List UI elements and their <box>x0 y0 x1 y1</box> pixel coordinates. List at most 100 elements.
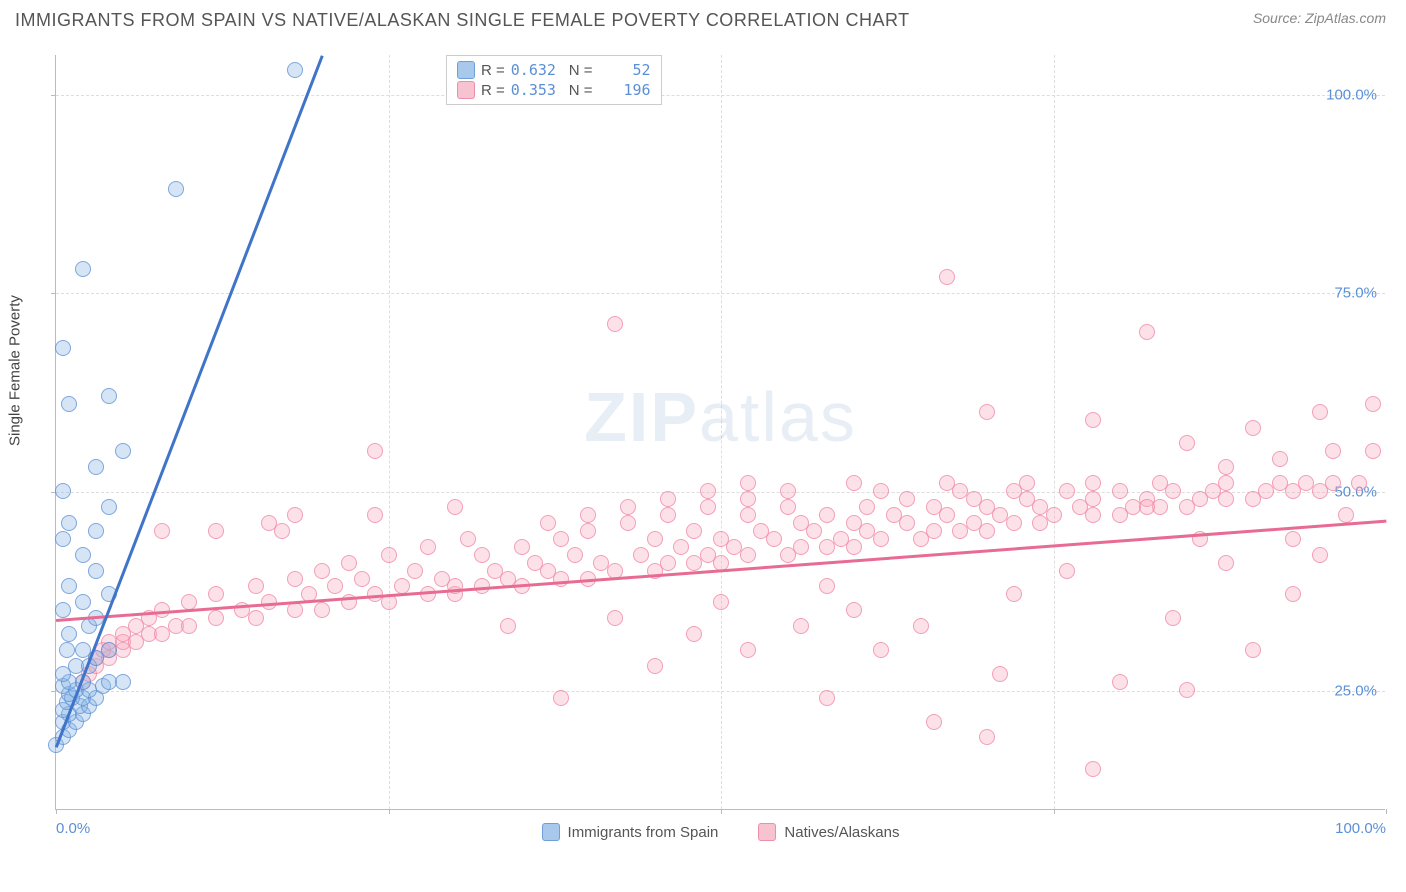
data-point-pink <box>314 563 330 579</box>
data-point-pink <box>514 539 530 555</box>
data-point-pink <box>660 491 676 507</box>
data-point-pink <box>979 404 995 420</box>
legend-swatch-blue <box>457 61 475 79</box>
y-axis-label: Single Female Poverty <box>7 295 24 446</box>
data-point-pink <box>1218 475 1234 491</box>
legend-item-pink: Natives/Alaskans <box>758 823 899 841</box>
data-point-pink <box>1325 443 1341 459</box>
data-point-pink <box>287 507 303 523</box>
data-point-pink <box>1165 483 1181 499</box>
data-point-pink <box>327 578 343 594</box>
data-point-pink <box>899 515 915 531</box>
data-point-pink <box>420 539 436 555</box>
data-point-pink <box>780 483 796 499</box>
data-point-pink <box>819 507 835 523</box>
data-point-blue <box>75 261 91 277</box>
data-point-blue <box>75 547 91 563</box>
data-point-pink <box>979 499 995 515</box>
data-point-blue <box>55 602 71 618</box>
y-tick-label: 75.0% <box>1334 285 1377 302</box>
legend-item-blue: Immigrants from Spain <box>542 823 719 841</box>
data-point-blue <box>168 181 184 197</box>
data-point-pink <box>819 578 835 594</box>
data-point-pink <box>447 499 463 515</box>
data-point-pink <box>726 539 742 555</box>
data-point-pink <box>1312 547 1328 563</box>
data-point-pink <box>341 555 357 571</box>
data-point-pink <box>952 483 968 499</box>
data-point-blue <box>88 563 104 579</box>
data-point-pink <box>1112 674 1128 690</box>
data-point-pink <box>208 610 224 626</box>
data-point-pink <box>859 499 875 515</box>
data-point-pink <box>1298 475 1314 491</box>
gridline-v <box>389 55 390 809</box>
data-point-pink <box>1351 475 1367 491</box>
data-point-pink <box>287 571 303 587</box>
data-point-pink <box>873 642 889 658</box>
data-point-pink <box>540 515 556 531</box>
data-point-pink <box>1245 420 1261 436</box>
x-tick-label: 0.0% <box>56 820 90 837</box>
data-point-pink <box>154 523 170 539</box>
data-point-pink <box>527 555 543 571</box>
data-point-pink <box>460 531 476 547</box>
data-point-blue <box>61 578 77 594</box>
legend-swatch-pink <box>758 823 776 841</box>
data-point-pink <box>1152 475 1168 491</box>
data-point-pink <box>580 507 596 523</box>
data-point-pink <box>354 571 370 587</box>
data-point-pink <box>846 515 862 531</box>
data-point-blue <box>88 459 104 475</box>
data-point-pink <box>740 507 756 523</box>
data-point-pink <box>686 523 702 539</box>
data-point-blue <box>287 62 303 78</box>
data-point-pink <box>1046 507 1062 523</box>
y-tick-label: 100.0% <box>1326 86 1377 103</box>
data-point-pink <box>248 610 264 626</box>
data-point-pink <box>939 269 955 285</box>
data-point-pink <box>740 491 756 507</box>
chart-title: IMMIGRANTS FROM SPAIN VS NATIVE/ALASKAN … <box>15 10 910 31</box>
data-point-pink <box>859 523 875 539</box>
data-point-pink <box>740 547 756 563</box>
data-point-pink <box>899 491 915 507</box>
legend-swatch-blue <box>542 823 560 841</box>
data-point-pink <box>1085 491 1101 507</box>
data-point-pink <box>793 539 809 555</box>
data-point-pink <box>248 578 264 594</box>
stats-legend-row-pink: R = 0.353 N = 196 <box>457 80 651 100</box>
data-point-pink <box>992 507 1008 523</box>
data-point-pink <box>1312 404 1328 420</box>
data-point-pink <box>1006 515 1022 531</box>
data-point-pink <box>314 602 330 618</box>
data-point-pink <box>208 586 224 602</box>
data-point-pink <box>1085 475 1101 491</box>
data-point-pink <box>500 618 516 634</box>
data-point-blue <box>115 674 131 690</box>
data-point-pink <box>633 547 649 563</box>
data-point-pink <box>1019 491 1035 507</box>
data-point-pink <box>846 539 862 555</box>
data-point-pink <box>1218 459 1234 475</box>
data-point-pink <box>939 475 955 491</box>
data-point-pink <box>1059 563 1075 579</box>
data-point-blue <box>101 642 117 658</box>
data-point-blue <box>75 594 91 610</box>
data-point-pink <box>1325 475 1341 491</box>
data-point-pink <box>806 523 822 539</box>
data-point-pink <box>1139 499 1155 515</box>
data-point-pink <box>181 618 197 634</box>
data-point-pink <box>474 547 490 563</box>
data-point-pink <box>593 555 609 571</box>
data-point-pink <box>1006 586 1022 602</box>
data-point-pink <box>673 539 689 555</box>
data-point-pink <box>939 507 955 523</box>
data-point-pink <box>926 523 942 539</box>
data-point-blue <box>75 642 91 658</box>
data-point-pink <box>873 531 889 547</box>
stats-legend: R = 0.632 N = 52 R = 0.353 N = 196 <box>446 55 662 105</box>
data-point-pink <box>713 531 729 547</box>
data-point-pink <box>793 515 809 531</box>
data-point-pink <box>660 555 676 571</box>
